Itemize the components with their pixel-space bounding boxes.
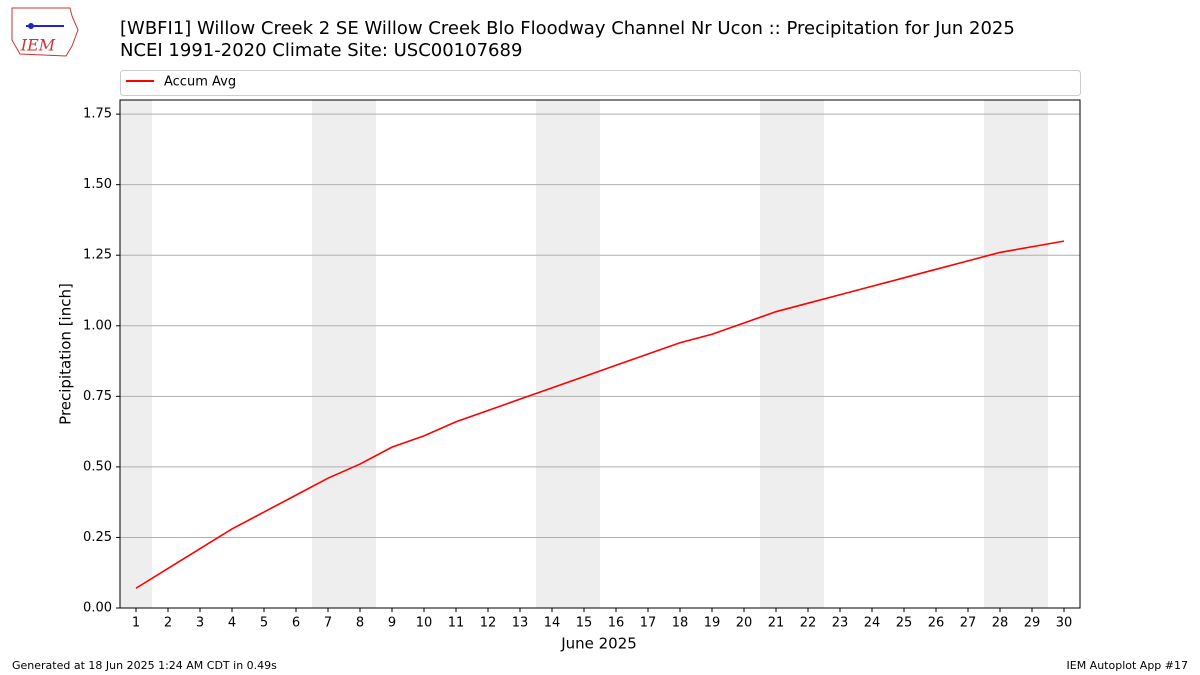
x-tick-label: 3 — [196, 616, 204, 631]
x-tick-label: 23 — [832, 616, 849, 631]
x-tick-label: 22 — [800, 616, 817, 631]
x-axis-label: June 2025 — [560, 635, 637, 653]
x-tick-label: 30 — [1056, 616, 1073, 631]
x-tick-label: 21 — [768, 616, 785, 631]
x-tick-label: 7 — [324, 616, 332, 631]
x-tick-label: 2 — [164, 616, 172, 631]
x-tick-label: 25 — [896, 616, 913, 631]
weekend-shade — [760, 100, 824, 608]
x-tick-label: 16 — [608, 616, 625, 631]
y-tick-label: 1.25 — [83, 248, 112, 263]
y-tick-label: 0.75 — [83, 389, 112, 404]
x-tick-label: 15 — [576, 616, 593, 631]
x-tick-label: 5 — [260, 616, 268, 631]
x-tick-label: 1 — [132, 616, 140, 631]
x-tick-label: 18 — [672, 616, 689, 631]
weekend-shade — [536, 100, 600, 608]
x-tick-label: 13 — [512, 616, 529, 631]
chart-subtitle: NCEI 1991-2020 Climate Site: USC00107689 — [120, 40, 522, 61]
chart-title: [WBFI1] Willow Creek 2 SE Willow Creek B… — [120, 18, 1015, 39]
y-tick-label: 1.50 — [83, 177, 112, 192]
x-tick-label: 8 — [356, 616, 364, 631]
x-tick-label: 6 — [292, 616, 300, 631]
y-tick-label: 0.50 — [83, 459, 112, 474]
x-tick-label: 26 — [928, 616, 945, 631]
y-tick-label: 0.00 — [83, 601, 112, 616]
y-axis-label: Precipitation [inch] — [57, 283, 75, 425]
x-tick-label: 24 — [864, 616, 881, 631]
x-tick-label: 11 — [448, 616, 465, 631]
x-tick-label: 20 — [736, 616, 753, 631]
legend-box — [120, 70, 1081, 96]
data-line — [135, 240, 1065, 589]
weekend-shade — [312, 100, 376, 608]
x-tick-label: 4 — [228, 616, 236, 631]
x-tick-label: 14 — [544, 616, 561, 631]
weekend-shade — [984, 100, 1048, 608]
x-tick-label: 28 — [992, 616, 1009, 631]
footer-right: IEM Autoplot App #17 — [1067, 659, 1189, 672]
logo-text: IEM — [20, 36, 56, 55]
footer-left: Generated at 18 Jun 2025 1:24 AM CDT in … — [12, 659, 277, 672]
logo: IEM — [11, 7, 79, 57]
x-tick-label: 10 — [416, 616, 433, 631]
x-tick-label: 17 — [640, 616, 657, 631]
legend-label: Accum Avg — [164, 75, 236, 90]
x-tick-label: 27 — [960, 616, 977, 631]
x-tick-label: 9 — [388, 616, 396, 631]
y-tick-label: 1.75 — [83, 107, 112, 122]
y-tick-label: 1.00 — [83, 318, 112, 333]
x-tick-label: 29 — [1024, 616, 1041, 631]
plot-frame — [119, 99, 1081, 609]
weekend-shade — [120, 100, 152, 608]
y-tick-label: 0.25 — [83, 530, 112, 545]
x-tick-label: 19 — [704, 616, 721, 631]
x-tick-label: 12 — [480, 616, 497, 631]
